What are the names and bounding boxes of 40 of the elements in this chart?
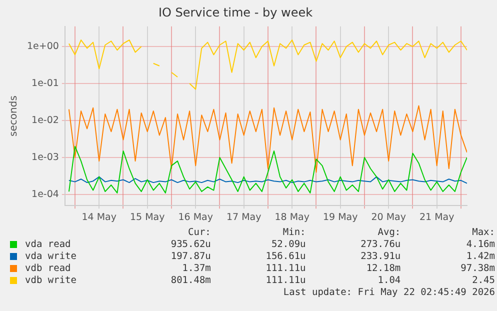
text: Max: <box>471 227 496 239</box>
chart-title: IO Service time - by week <box>158 5 313 20</box>
legend-label: vdb write <box>24 275 78 287</box>
y-tick-label: 1e-03 <box>32 152 59 163</box>
text: 2.45 <box>471 275 496 287</box>
text: 233.91u <box>360 251 402 263</box>
text: 273.76u <box>360 239 402 251</box>
x-tick-label: 15 May <box>130 212 166 223</box>
x-tick-label: 16 May <box>178 212 214 223</box>
x-tick-label: 17 May <box>226 212 262 223</box>
x-tick-label: 14 May <box>82 212 117 223</box>
text: Min: <box>282 227 307 239</box>
text: 156.61u <box>264 251 307 263</box>
text: 935.62u <box>170 239 212 251</box>
legend-label: vda read <box>24 239 72 251</box>
x-tick-label: 19 May <box>322 212 358 223</box>
text: Cur: <box>187 227 212 239</box>
y-tick-label: 1e-04 <box>32 188 59 200</box>
text: 1.37m <box>181 263 212 275</box>
y-tick-label: 1e+00 <box>27 40 59 52</box>
x-tick-label: 18 May <box>274 212 310 223</box>
text: 801.48m <box>170 275 212 287</box>
text: 1.04 <box>376 275 402 287</box>
text: Last update: Fri May 22 02:45:49 2026 <box>282 287 496 299</box>
legend-label: vdb read <box>24 263 72 275</box>
text: 97.38m <box>460 263 496 275</box>
x-tick-label: 20 May <box>371 212 406 223</box>
y-tick-label: 1e-02 <box>32 114 59 126</box>
y-tick-label: 1e-01 <box>32 78 59 89</box>
text: Avg: <box>376 227 402 239</box>
text: 197.87u <box>170 251 212 263</box>
text: 12.18m <box>365 263 402 275</box>
text: 52.09u <box>270 239 307 251</box>
text: 111.11u <box>264 275 307 287</box>
x-tick-label: 21 May <box>419 212 455 223</box>
text: 1.42m <box>465 251 496 263</box>
text: 111.11u <box>264 263 307 275</box>
legend-label: vda write <box>24 251 78 263</box>
text: 4.16m <box>465 239 496 251</box>
y-axis-title: seconds <box>8 96 20 136</box>
